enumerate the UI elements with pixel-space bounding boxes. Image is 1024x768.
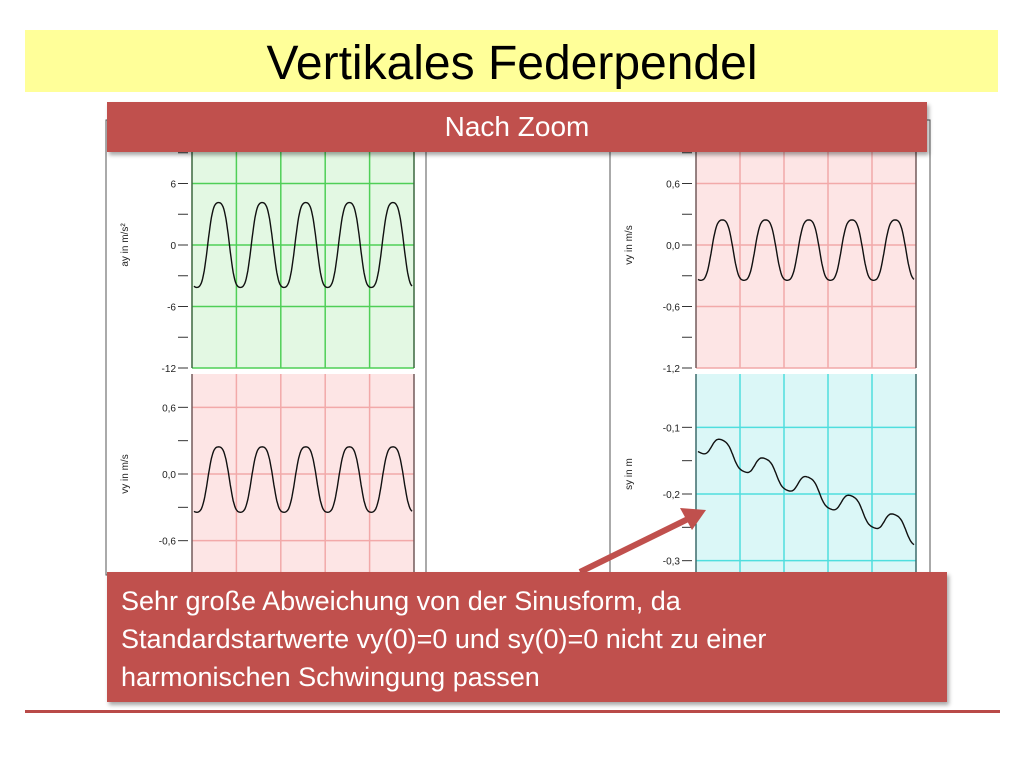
note-line-1: Sehr große Abweichung von der Sinusform,… <box>121 586 681 616</box>
y-axis-label: sy in m <box>624 458 635 490</box>
y-tick-label: -0,6 <box>663 303 681 314</box>
note-line-3: harmonischen Schwingung passen <box>121 662 540 692</box>
y-axis-label: vy in m/s <box>624 225 635 264</box>
y-tick-label: -12 <box>162 364 177 375</box>
y-tick-label: 0,6 <box>162 403 176 414</box>
slide-title: Vertikales Federpendel <box>266 37 758 90</box>
y-tick-label: 0,0 <box>666 241 680 252</box>
y-tick-label: -0,1 <box>663 423 681 434</box>
arrow-line <box>578 515 692 575</box>
zoom-label: Nach Zoom <box>107 102 927 152</box>
y-axis-label: ay in m/s² <box>120 223 131 267</box>
note-line-2: Standardstartwerte vy(0)=0 und sy(0)=0 n… <box>121 624 767 654</box>
y-tick-label: -0,3 <box>663 557 681 568</box>
arrow-head <box>680 508 706 530</box>
panel-vy-left-bottom: -0,6 0,0 0,6 vy in m/s <box>120 374 415 574</box>
explanation-box: Sehr große Abweichung von der Sinusform,… <box>107 572 947 702</box>
panel-background <box>696 374 916 574</box>
y-tick-label: 0,6 <box>666 180 680 191</box>
arrow-pointer <box>578 508 706 575</box>
y-tick-label: -0,6 <box>159 537 177 548</box>
series-line <box>193 201 413 289</box>
panel-vy-right-top: -1,2-0,60,00,61,2vy in m/s <box>624 118 917 375</box>
y-tick-label: 6 <box>170 180 176 191</box>
y-tick-label: -6 <box>167 303 176 314</box>
y-tick-label: 0 <box>170 241 176 252</box>
panel-sy-right-bottom: -0,3 -0,2 -0,1 sy in m <box>624 374 917 574</box>
y-axis-label: vy in m/s <box>120 454 131 493</box>
series-line <box>193 446 413 514</box>
y-tick-label: -0,2 <box>663 490 681 501</box>
y-tick-label: -1,2 <box>663 364 681 375</box>
series-line <box>697 438 915 546</box>
title-band <box>25 30 998 92</box>
series-line <box>697 219 915 281</box>
bottom-rule <box>25 710 1000 713</box>
y-tick-label: 0,0 <box>162 470 176 481</box>
